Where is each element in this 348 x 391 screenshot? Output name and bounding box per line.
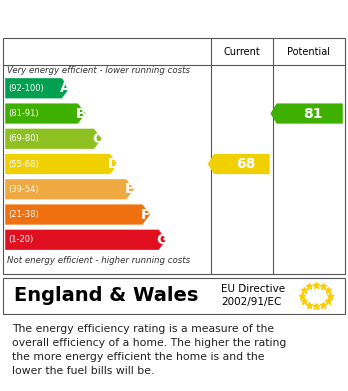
Text: D: D xyxy=(108,157,119,171)
Text: (81-91): (81-91) xyxy=(9,109,39,118)
Polygon shape xyxy=(208,154,270,174)
Text: B: B xyxy=(76,106,86,120)
Text: Energy Efficiency Rating: Energy Efficiency Rating xyxy=(12,11,234,25)
Text: (1-20): (1-20) xyxy=(9,235,34,244)
Polygon shape xyxy=(5,179,134,199)
Polygon shape xyxy=(5,129,102,149)
Polygon shape xyxy=(5,204,150,224)
Polygon shape xyxy=(270,104,343,124)
Text: (92-100): (92-100) xyxy=(9,84,45,93)
Text: (69-80): (69-80) xyxy=(9,134,39,143)
Text: C: C xyxy=(92,132,102,146)
Text: (39-54): (39-54) xyxy=(9,185,39,194)
Polygon shape xyxy=(5,104,86,124)
Text: F: F xyxy=(141,208,150,222)
Text: (21-38): (21-38) xyxy=(9,210,39,219)
Text: England & Wales: England & Wales xyxy=(14,286,198,305)
Text: Current: Current xyxy=(223,47,260,57)
Text: EU Directive
2002/91/EC: EU Directive 2002/91/EC xyxy=(221,284,285,307)
Polygon shape xyxy=(5,230,166,250)
Polygon shape xyxy=(5,154,118,174)
Text: Potential: Potential xyxy=(287,47,330,57)
Text: 81: 81 xyxy=(303,106,323,120)
Text: (55-68): (55-68) xyxy=(9,160,39,169)
Text: A: A xyxy=(60,81,70,95)
Text: The energy efficiency rating is a measure of the
overall efficiency of a home. T: The energy efficiency rating is a measur… xyxy=(12,324,286,376)
Polygon shape xyxy=(5,78,69,99)
Text: E: E xyxy=(125,182,134,196)
Text: Very energy efficient - lower running costs: Very energy efficient - lower running co… xyxy=(7,66,190,75)
Text: 68: 68 xyxy=(236,157,255,171)
Text: Not energy efficient - higher running costs: Not energy efficient - higher running co… xyxy=(7,256,190,265)
Text: G: G xyxy=(156,233,167,247)
